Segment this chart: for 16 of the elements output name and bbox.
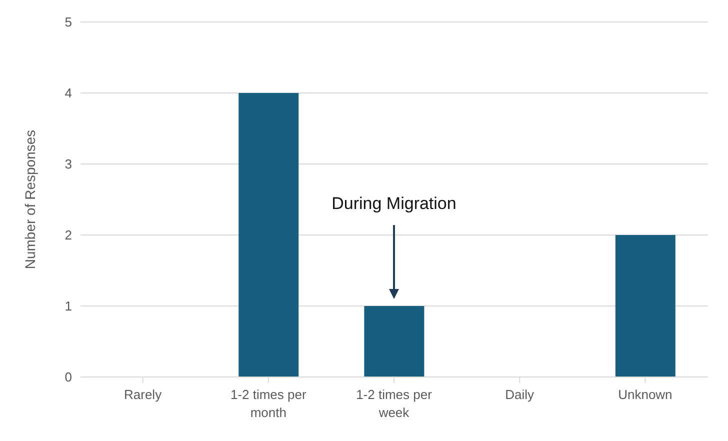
x-tick-label: Unknown (618, 387, 672, 402)
y-tick-label: 1 (64, 298, 72, 314)
y-tick-label: 0 (64, 370, 72, 385)
bar (238, 93, 299, 377)
x-tick-label: 1-2 times per month (230, 387, 307, 420)
annotation: During Migration (332, 194, 456, 214)
bar (364, 306, 424, 377)
bar (615, 235, 676, 377)
y-tick-label: 4 (64, 86, 72, 101)
y-axis-title: Number of Responses (22, 130, 38, 270)
y-tick-label: 5 (64, 14, 72, 30)
y-tick-label: 3 (64, 156, 72, 172)
x-tick-label: Daily (505, 387, 535, 402)
x-tick-label: 1-2 times per week (356, 387, 433, 420)
x-tick-label: Rarely (124, 387, 162, 402)
y-tick-label: 2 (64, 228, 72, 243)
